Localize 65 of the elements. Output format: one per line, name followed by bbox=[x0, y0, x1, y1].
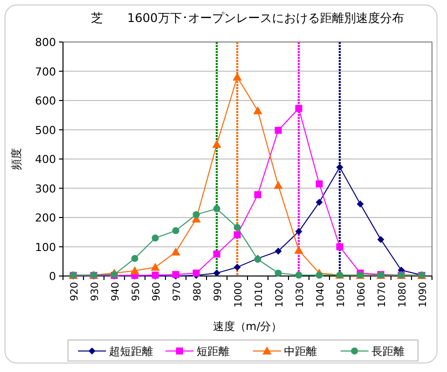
y-tick-label: 100 bbox=[35, 240, 56, 254]
point bbox=[274, 126, 282, 134]
point bbox=[213, 250, 220, 258]
x-tick-label: 1030 bbox=[294, 282, 306, 308]
point bbox=[234, 264, 241, 271]
y-tick-label: 300 bbox=[35, 182, 56, 196]
x-tick-label: 930 bbox=[90, 282, 101, 302]
y-tick-label: 0 bbox=[49, 270, 56, 283]
point bbox=[192, 211, 200, 218]
y-tick-label: 600 bbox=[35, 94, 56, 108]
x-tick-label: 1040 bbox=[315, 282, 326, 308]
chart-title: 芝 1600万下･オープンレースにおける距離別速度分布 bbox=[91, 11, 404, 25]
point bbox=[336, 243, 344, 250]
point bbox=[234, 231, 241, 238]
point bbox=[254, 191, 262, 198]
x-tick-label: 1000 bbox=[233, 282, 244, 308]
x-tick-label: 980 bbox=[192, 282, 204, 302]
legend-label: 長距離 bbox=[372, 345, 404, 358]
point bbox=[253, 106, 262, 114]
x-tick-label: 970 bbox=[172, 282, 183, 302]
point bbox=[131, 254, 138, 262]
point bbox=[152, 234, 159, 242]
y-tick-label: 200 bbox=[35, 212, 56, 224]
point bbox=[294, 246, 304, 254]
legend-label: 超短距離 bbox=[109, 345, 153, 358]
legend-label: 中距離 bbox=[284, 345, 317, 358]
y-tick-label: 500 bbox=[35, 124, 56, 137]
x-tick-label: 950 bbox=[130, 282, 142, 302]
y-tick-label: 800 bbox=[35, 36, 56, 49]
x-tick-label: 1020 bbox=[274, 282, 286, 308]
point bbox=[234, 224, 241, 231]
x-tick-label: 1050 bbox=[336, 282, 347, 308]
point bbox=[172, 227, 180, 234]
point bbox=[274, 248, 282, 255]
point bbox=[377, 236, 384, 243]
y-axis-title: 頻度 bbox=[10, 148, 23, 170]
point bbox=[316, 180, 323, 188]
x-tick-label: 920 bbox=[69, 282, 80, 302]
point bbox=[171, 248, 180, 256]
x-tick-label: 1090 bbox=[418, 282, 429, 308]
y-tick-label: 700 bbox=[35, 65, 56, 78]
point bbox=[295, 228, 302, 236]
point bbox=[150, 262, 160, 271]
x-tick-label: 1060 bbox=[356, 282, 368, 308]
point bbox=[295, 104, 302, 112]
point bbox=[274, 270, 282, 277]
x-axis-title: 速度（m/分） bbox=[212, 320, 282, 333]
point bbox=[213, 270, 220, 277]
point bbox=[212, 140, 222, 148]
x-tick-label: 1080 bbox=[397, 282, 408, 308]
point bbox=[274, 180, 283, 189]
point bbox=[295, 272, 302, 279]
point bbox=[356, 200, 364, 208]
x-tick-label: 960 bbox=[151, 282, 162, 302]
point bbox=[213, 205, 220, 212]
legend-label: 短距離 bbox=[196, 345, 230, 358]
x-tick-label: 1070 bbox=[376, 282, 388, 308]
point bbox=[336, 164, 344, 171]
x-tick-label: 940 bbox=[110, 282, 122, 302]
point bbox=[130, 266, 140, 274]
point bbox=[316, 272, 323, 279]
x-tick-label: 990 bbox=[212, 282, 224, 302]
x-tick-label: 1010 bbox=[254, 282, 265, 308]
y-tick-label: 400 bbox=[35, 153, 56, 166]
point bbox=[316, 198, 323, 206]
